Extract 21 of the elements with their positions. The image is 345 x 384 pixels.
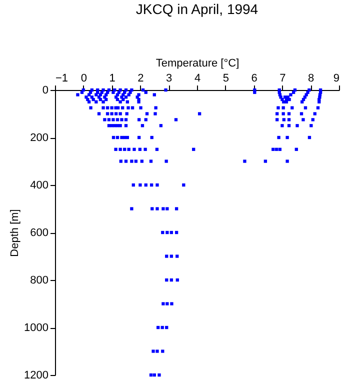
y-tick-label: 400: [30, 180, 48, 192]
x-tick-label: 6: [251, 72, 258, 84]
y-tick-label: 200: [30, 132, 48, 144]
x-tick-label: 2: [138, 72, 144, 84]
y-tick-label: 1200: [24, 370, 48, 382]
x-tick-label: 1: [109, 72, 116, 84]
y-tick-label: 600: [30, 227, 48, 239]
chart-title: JKCQ in April, 1994: [136, 1, 258, 17]
x-tick-label: 9: [333, 72, 340, 84]
x-tick-label: 7: [280, 72, 286, 84]
x-axis-title: Temperature [°C]: [156, 58, 240, 70]
x-tick-label: 4: [194, 72, 201, 84]
x-tick-label: 5: [222, 72, 229, 84]
x-tick-label: 0: [80, 72, 87, 84]
y-tick-label: 800: [30, 274, 48, 286]
y-tick-label: 0: [42, 84, 48, 96]
x-tick-label: 3: [166, 72, 172, 84]
x-tick-label: 8: [308, 72, 314, 84]
y-tick-label: 1000: [24, 322, 48, 334]
x-tick-label: −1: [56, 72, 68, 84]
y-axis-title: Depth [m]: [9, 209, 22, 257]
